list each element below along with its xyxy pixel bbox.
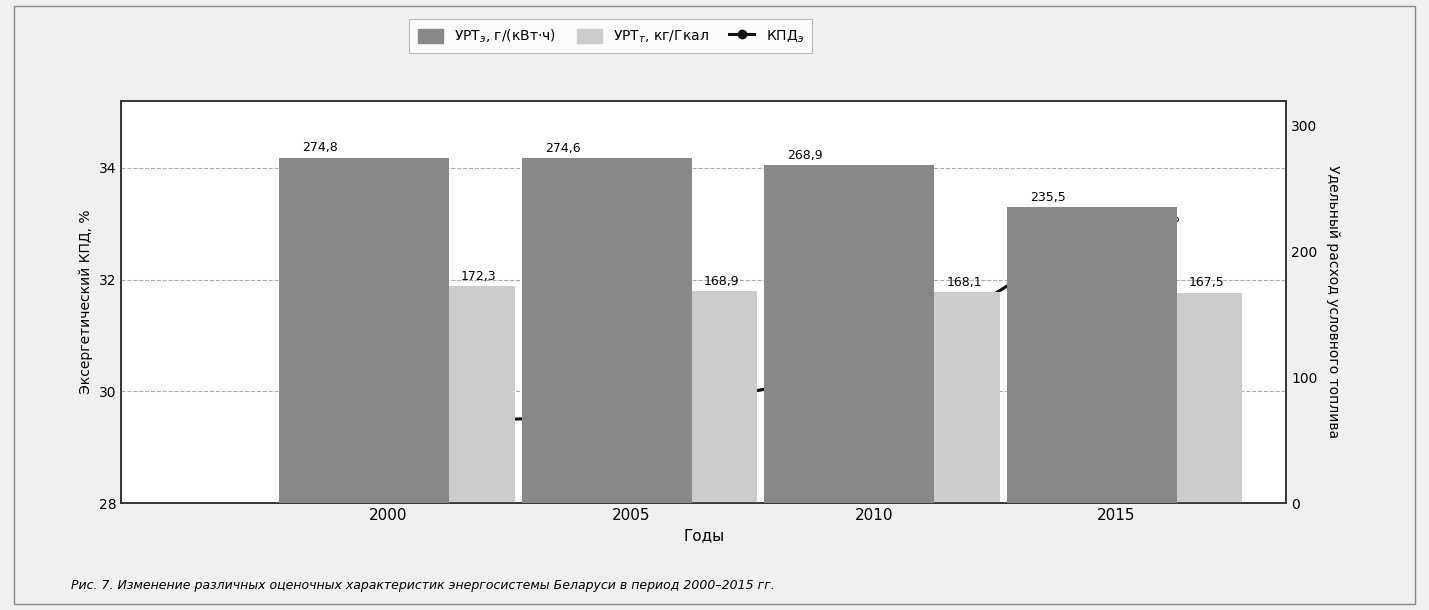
Bar [279, 157, 449, 503]
Text: 172,3: 172,3 [462, 270, 497, 283]
X-axis label: Годы: Годы [683, 529, 725, 544]
Text: 274,6: 274,6 [544, 142, 580, 154]
Text: 30,4 %: 30,4 % [883, 386, 927, 399]
Text: 29,4 %: 29,4 % [374, 443, 417, 457]
Y-axis label: Эксергетический КПД, %: Эксергетический КПД, % [80, 210, 93, 394]
Bar [765, 165, 935, 503]
Text: 33,1 %: 33,1 % [1136, 212, 1179, 224]
Text: Рис. 7. Изменение различных оценочных характеристик энергосистемы Беларуси в пер: Рис. 7. Изменение различных оценочных ха… [71, 579, 776, 592]
Text: 29,6 %: 29,6 % [640, 431, 684, 443]
Bar [1007, 207, 1177, 503]
Text: 168,1: 168,1 [946, 276, 982, 289]
Bar [379, 287, 514, 503]
Text: 167,5: 167,5 [1189, 276, 1225, 289]
Legend: УРТ$_э$, г/(кВт·ч), УРТ$_т$, кг/Гкал, КПД$_э$: УРТ$_э$, г/(кВт·ч), УРТ$_т$, кг/Гкал, КП… [409, 19, 812, 53]
Bar [622, 291, 757, 503]
Text: 274,8: 274,8 [302, 142, 339, 154]
Bar [1106, 293, 1242, 503]
Bar [865, 292, 1000, 503]
Y-axis label: Удельный расход условного топлива: Удельный расход условного топлива [1326, 165, 1339, 439]
Text: 235,5: 235,5 [1030, 191, 1066, 204]
Text: 268,9: 268,9 [787, 149, 823, 162]
Bar [522, 158, 692, 503]
Text: 168,9: 168,9 [704, 274, 739, 287]
